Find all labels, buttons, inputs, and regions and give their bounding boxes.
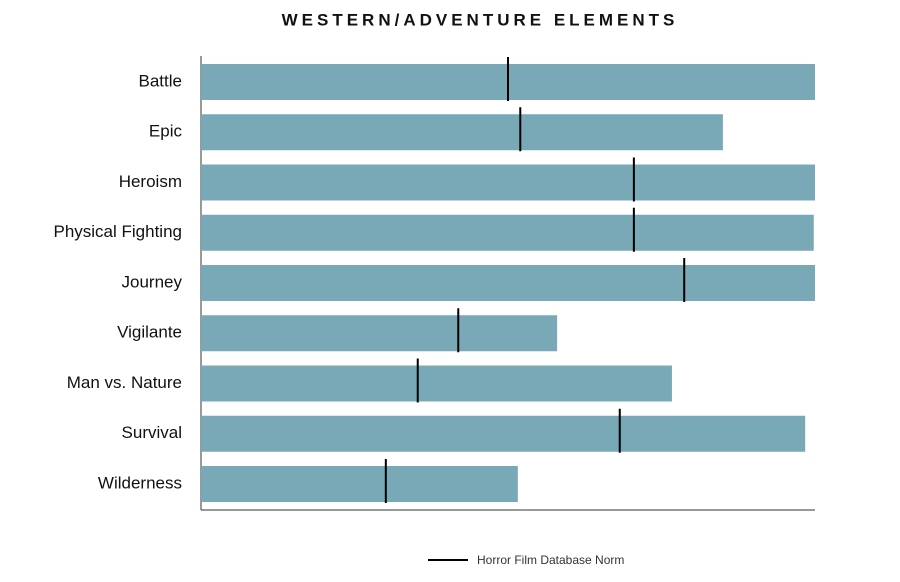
bar [201,265,815,301]
bar [201,315,558,352]
y-tick-label: Journey [122,272,183,291]
y-tick-label: Survival [122,423,182,442]
y-tick-label: Battle [139,71,182,90]
y-tick-label: Epic [149,122,183,141]
bar [201,466,518,502]
bar [201,214,814,251]
bar [201,415,806,452]
bar [201,164,815,201]
y-tick-label: Man vs. Nature [67,373,182,392]
y-tick-label: Wilderness [98,473,182,492]
y-tick-label: Heroism [119,172,182,191]
chart-title: WESTERN/ADVENTURE ELEMENTS [282,10,679,29]
bar [201,114,723,151]
legend-label: Horror Film Database Norm [477,553,624,567]
y-tick-label: Vigilante [117,323,182,342]
bar [201,365,672,402]
y-tick-label: Physical Fighting [53,222,182,241]
